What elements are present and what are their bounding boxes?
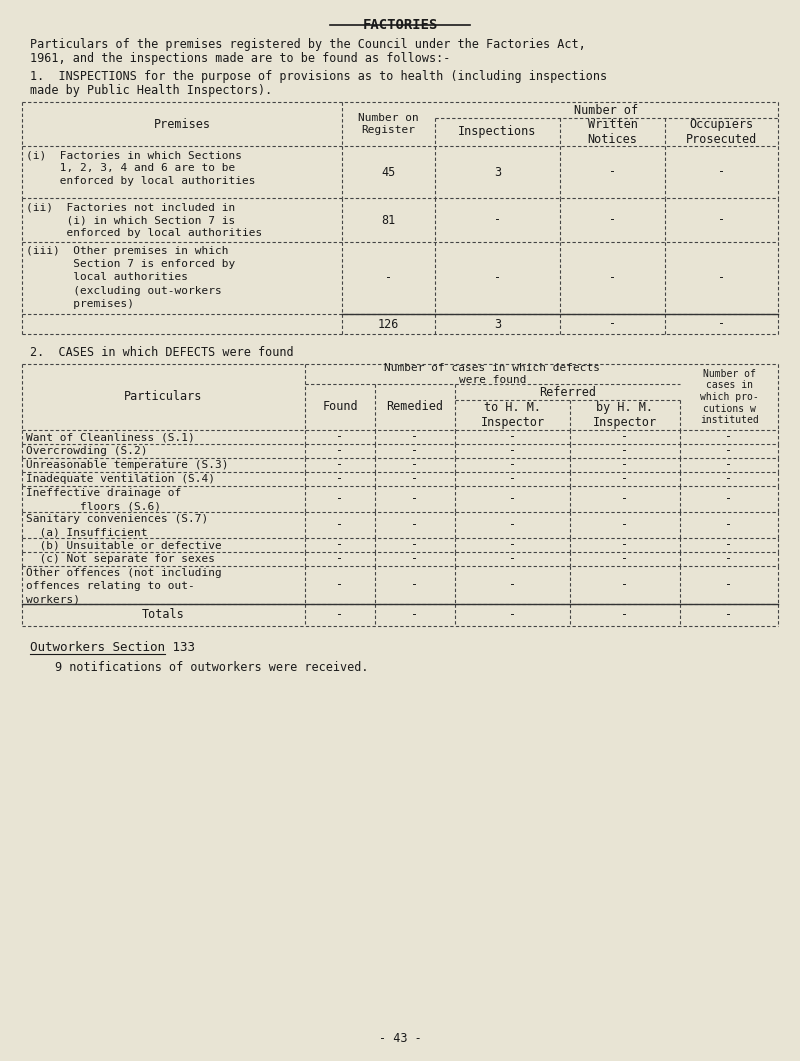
Text: -: - [411,539,418,552]
Text: Totals: Totals [142,609,185,622]
Text: -: - [622,609,629,622]
Text: -: - [509,492,516,505]
Text: - 43 -: - 43 - [378,1032,422,1045]
Text: Want of Cleanliness (S.1): Want of Cleanliness (S.1) [26,432,194,442]
Text: -: - [718,213,725,226]
Text: -: - [337,472,343,486]
Text: -: - [622,431,629,443]
Text: (i)  Factories in which Sections
     1, 2, 3, 4 and 6 are to be
     enforced b: (i) Factories in which Sections 1, 2, 3,… [26,150,255,187]
Text: Ineffective drainage of
        floors (S.6): Ineffective drainage of floors (S.6) [26,488,182,511]
Text: -: - [337,539,343,552]
Text: Particulars of the premises registered by the Council under the Factories Act,: Particulars of the premises registered b… [30,38,586,51]
Text: Particulars: Particulars [124,390,202,403]
Text: -: - [411,472,418,486]
Text: -: - [718,166,725,178]
Text: -: - [494,213,501,226]
Text: -: - [337,609,343,622]
Text: -: - [609,213,616,226]
Text: -: - [509,458,516,471]
Text: -: - [337,458,343,471]
Text: -: - [726,578,733,591]
Text: -: - [494,272,501,284]
Text: -: - [509,519,516,532]
Text: -: - [509,578,516,591]
Text: -: - [622,553,629,566]
Text: 3: 3 [494,317,501,330]
Text: Outworkers Section 133: Outworkers Section 133 [30,641,195,654]
Text: Number of cases in which defects
were found: Number of cases in which defects were fo… [385,363,601,385]
Text: -: - [622,472,629,486]
Text: -: - [337,553,343,566]
Text: Number of: Number of [574,104,638,117]
Text: -: - [726,492,733,505]
Text: -: - [726,519,733,532]
Text: Occupiers
Prosecuted: Occupiers Prosecuted [686,118,757,146]
Text: 1961, and the inspections made are to be found as follows:-: 1961, and the inspections made are to be… [30,52,450,65]
Text: -: - [726,445,733,457]
Text: -: - [718,272,725,284]
Text: -: - [337,578,343,591]
Text: -: - [609,272,616,284]
Text: -: - [411,492,418,505]
Text: 9 notifications of outworkers were received.: 9 notifications of outworkers were recei… [55,661,369,674]
Text: -: - [622,445,629,457]
Text: Found: Found [322,400,358,414]
Text: -: - [726,472,733,486]
Text: -: - [726,553,733,566]
Text: 1.  INSPECTIONS for the purpose of provisions as to health (including inspection: 1. INSPECTIONS for the purpose of provis… [30,70,607,83]
Text: -: - [622,539,629,552]
Text: -: - [726,431,733,443]
Text: -: - [622,458,629,471]
Text: -: - [509,553,516,566]
Text: -: - [411,431,418,443]
Text: Number on
Register: Number on Register [358,114,419,135]
Text: 45: 45 [382,166,396,178]
Text: -: - [609,166,616,178]
Text: 2.  CASES in which DEFECTS were found: 2. CASES in which DEFECTS were found [30,346,294,359]
Text: (ii)  Factories not included in
      (i) in which Section 7 is
      enforced b: (ii) Factories not included in (i) in wh… [26,202,262,239]
Text: -: - [337,519,343,532]
Text: 3: 3 [494,166,501,178]
Text: Sanitary conveniences (S.7)
  (a) Insufficient: Sanitary conveniences (S.7) (a) Insuffic… [26,514,208,537]
Text: (c) Not separate for sexes: (c) Not separate for sexes [26,554,215,564]
Text: made by Public Health Inspectors).: made by Public Health Inspectors). [30,84,272,97]
Text: (iii)  Other premises in which
       Section 7 is enforced by
       local auth: (iii) Other premises in which Section 7 … [26,246,235,309]
Text: -: - [509,445,516,457]
Text: -: - [509,609,516,622]
Text: Number of
cases in
which pro-
cutions w
instituted: Number of cases in which pro- cutions w … [700,369,758,425]
Text: Inadequate ventilation (S.4): Inadequate ventilation (S.4) [26,474,215,484]
Text: Other offences (not including
offences relating to out-
workers): Other offences (not including offences r… [26,568,222,605]
Text: Unreasonable temperature (S.3): Unreasonable temperature (S.3) [26,460,229,470]
Text: -: - [509,431,516,443]
Text: -: - [622,519,629,532]
Text: -: - [726,539,733,552]
Text: -: - [726,458,733,471]
Text: to H. M.
Inspector: to H. M. Inspector [481,401,545,429]
Text: -: - [411,578,418,591]
Text: -: - [411,519,418,532]
Text: -: - [337,445,343,457]
Text: -: - [622,492,629,505]
Text: -: - [509,539,516,552]
Text: (b) Unsuitable or defective: (b) Unsuitable or defective [26,540,222,550]
Text: -: - [411,553,418,566]
Text: 126: 126 [378,317,399,330]
Text: -: - [411,609,418,622]
Text: -: - [726,609,733,622]
Text: -: - [622,578,629,591]
Text: -: - [509,472,516,486]
Text: Inspections: Inspections [458,125,537,139]
Text: Referred: Referred [539,385,596,399]
Text: -: - [411,445,418,457]
Text: -: - [609,317,616,330]
Text: -: - [385,272,392,284]
Text: -: - [337,431,343,443]
Text: Written
Notices: Written Notices [587,118,638,146]
Text: Overcrowding (S.2): Overcrowding (S.2) [26,446,147,456]
Text: 81: 81 [382,213,396,226]
Text: Remedied: Remedied [386,400,443,414]
Text: FACTORIES: FACTORIES [362,18,438,32]
Text: -: - [411,458,418,471]
Text: by H. M.
Inspector: by H. M. Inspector [593,401,657,429]
Text: -: - [718,317,725,330]
